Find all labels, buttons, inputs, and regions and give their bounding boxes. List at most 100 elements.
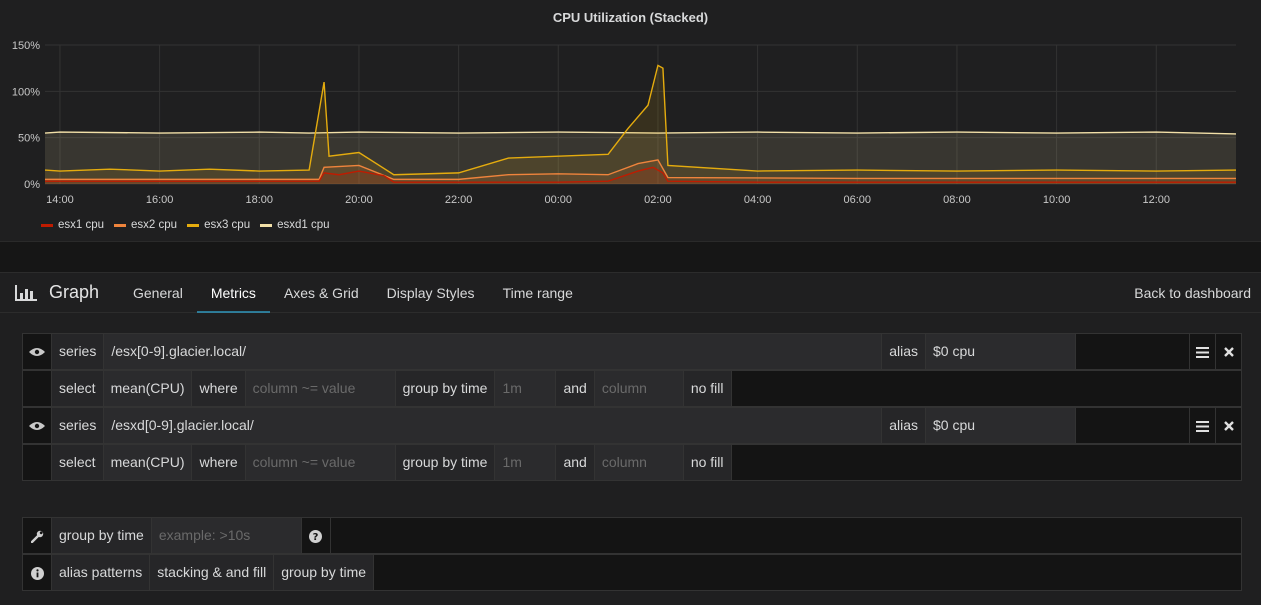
chart-legend: esx1 cpu esx2 cpu esx3 cpu esxd1 cpu bbox=[41, 219, 330, 231]
row-spacer bbox=[731, 371, 1241, 406]
x-tick-label: 00:00 bbox=[545, 194, 573, 206]
tab-axes-grid[interactable]: Axes & Grid bbox=[283, 285, 359, 301]
fill-dropdown[interactable]: no fill bbox=[683, 445, 732, 480]
where-input[interactable]: column ~= value bbox=[245, 445, 396, 480]
alias-label: alias bbox=[882, 408, 926, 443]
series-area bbox=[45, 159, 1236, 184]
tab-general[interactable]: General bbox=[133, 285, 183, 301]
cpu-chart: 150% 100% 50% 0% 14:00 16:00 18:00 20:00 22:00 00… bbox=[12, 40, 1237, 206]
bar-chart-icon bbox=[15, 285, 37, 301]
group-by-time-label: group by time bbox=[395, 445, 496, 480]
eye-icon[interactable] bbox=[23, 334, 52, 369]
tab-metrics[interactable]: Metrics bbox=[196, 273, 271, 313]
query-2-select-row: select mean(CPU) where column ~= value g… bbox=[22, 444, 1242, 481]
x-tick-label: 08:00 bbox=[943, 194, 971, 206]
panel-editor: Graph General Metrics Axes & Grid Displa… bbox=[0, 272, 1261, 605]
series-area bbox=[45, 65, 1236, 184]
row-indent bbox=[23, 371, 52, 406]
row-spacer bbox=[330, 518, 1241, 553]
series-line bbox=[44, 64, 1237, 176]
question-icon[interactable]: ? bbox=[302, 518, 331, 553]
chart-title[interactable]: CPU Utilization (Stacked) bbox=[552, 10, 709, 25]
select-label: select bbox=[52, 445, 104, 480]
row-spacer bbox=[374, 555, 1241, 590]
legend-item[interactable]: esx1 cpu bbox=[41, 219, 104, 231]
info-icon bbox=[23, 555, 52, 590]
panel-separator bbox=[0, 242, 1261, 272]
close-icon[interactable] bbox=[1215, 334, 1241, 369]
row-spacer bbox=[1076, 334, 1189, 369]
series-label: series bbox=[52, 408, 105, 443]
group-column-input[interactable]: column bbox=[594, 371, 684, 406]
legend-swatch bbox=[187, 223, 200, 227]
alias-input[interactable]: $0 cpu bbox=[926, 334, 1076, 369]
x-tick-label: 14:00 bbox=[46, 194, 74, 206]
and-label: and bbox=[556, 371, 595, 406]
legend-swatch bbox=[41, 223, 53, 227]
x-tick-label: 12:00 bbox=[1143, 194, 1171, 206]
x-tick-label: 18:00 bbox=[246, 194, 274, 206]
series-area bbox=[45, 167, 1236, 184]
editor-header: Graph General Metrics Axes & Grid Displa… bbox=[0, 273, 1261, 313]
options-row: group by time example: >10s ? bbox=[22, 517, 1242, 554]
wrench-icon bbox=[23, 518, 52, 553]
alias-input[interactable]: $0 cpu bbox=[926, 408, 1076, 443]
group-by-time-label: group by time bbox=[395, 371, 496, 406]
help-alias-patterns[interactable]: alias patterns bbox=[52, 555, 151, 590]
where-label: where bbox=[192, 445, 246, 480]
eye-icon[interactable] bbox=[23, 408, 52, 443]
and-label: and bbox=[556, 445, 595, 480]
tab-time-range[interactable]: Time range bbox=[502, 285, 573, 301]
series-line bbox=[45, 166, 1236, 183]
select-input[interactable]: mean(CPU) bbox=[103, 371, 193, 406]
x-tick-label: 16:00 bbox=[146, 194, 174, 206]
group-by-time-input[interactable]: 1m bbox=[495, 445, 557, 480]
help-group-by-time[interactable]: group by time bbox=[274, 555, 375, 590]
x-tick-label: 22:00 bbox=[445, 194, 473, 206]
query-2-series-row: series /esxd[0-9].glacier.local/ alias $… bbox=[22, 407, 1242, 444]
chart-panel: CPU Utilization (Stacked) 150% 100% 50% 0% 1… bbox=[0, 0, 1261, 242]
legend-label: esx1 cpu bbox=[58, 219, 105, 231]
row-spacer bbox=[731, 445, 1241, 480]
hamburger-icon[interactable] bbox=[1189, 408, 1215, 443]
x-tick-label: 04:00 bbox=[744, 194, 772, 206]
fill-dropdown[interactable]: no fill bbox=[683, 371, 732, 406]
help-stacking-fill[interactable]: stacking & and fill bbox=[150, 555, 275, 590]
group-column-input[interactable]: column bbox=[594, 445, 684, 480]
x-tick-label: 02:00 bbox=[644, 194, 672, 206]
legend-item[interactable]: esx3 cpu bbox=[187, 219, 250, 231]
series-input[interactable]: /esx[0-9].glacier.local/ bbox=[104, 334, 883, 369]
editor-tabs: General Metrics Axes & Grid Display Styl… bbox=[119, 273, 587, 313]
y-tick-label: 0% bbox=[24, 179, 40, 191]
legend-swatch bbox=[114, 223, 127, 227]
x-tick-label: 20:00 bbox=[345, 194, 373, 206]
where-input[interactable]: column ~= value bbox=[245, 371, 396, 406]
where-label: where bbox=[192, 371, 246, 406]
back-to-dashboard-link[interactable]: Back to dashboard bbox=[1134, 285, 1251, 301]
query-1-series-row: series /esx[0-9].glacier.local/ alias $0… bbox=[22, 333, 1242, 370]
legend-item[interactable]: esxd1 cpu bbox=[260, 219, 330, 231]
select-label: select bbox=[52, 371, 104, 406]
series-input[interactable]: /esxd[0-9].glacier.local/ bbox=[104, 408, 883, 443]
legend-item[interactable]: esx2 cpu bbox=[114, 219, 177, 231]
group-by-time-input[interactable]: 1m bbox=[495, 371, 557, 406]
row-indent bbox=[23, 445, 52, 480]
row-spacer bbox=[1076, 408, 1189, 443]
hamburger-icon[interactable] bbox=[1189, 334, 1215, 369]
x-tick-label: 06:00 bbox=[844, 194, 872, 206]
legend-label: esx3 cpu bbox=[204, 219, 251, 231]
legend-swatch bbox=[260, 223, 273, 227]
help-row: alias patterns stacking & and fill group… bbox=[22, 554, 1242, 591]
y-tick-label: 100% bbox=[12, 86, 40, 98]
close-icon[interactable] bbox=[1215, 408, 1241, 443]
series-line bbox=[45, 159, 1236, 181]
y-tick-label: 50% bbox=[18, 133, 40, 145]
legend-label: esx2 cpu bbox=[131, 219, 178, 231]
series-label: series bbox=[52, 334, 105, 369]
tab-display-styles[interactable]: Display Styles bbox=[386, 285, 475, 301]
y-tick-label: 150% bbox=[12, 40, 40, 52]
group-by-time-input[interactable]: example: >10s bbox=[151, 518, 302, 553]
legend-label: esxd1 cpu bbox=[277, 219, 330, 231]
select-input[interactable]: mean(CPU) bbox=[103, 445, 193, 480]
svg-text:?: ? bbox=[313, 532, 319, 543]
